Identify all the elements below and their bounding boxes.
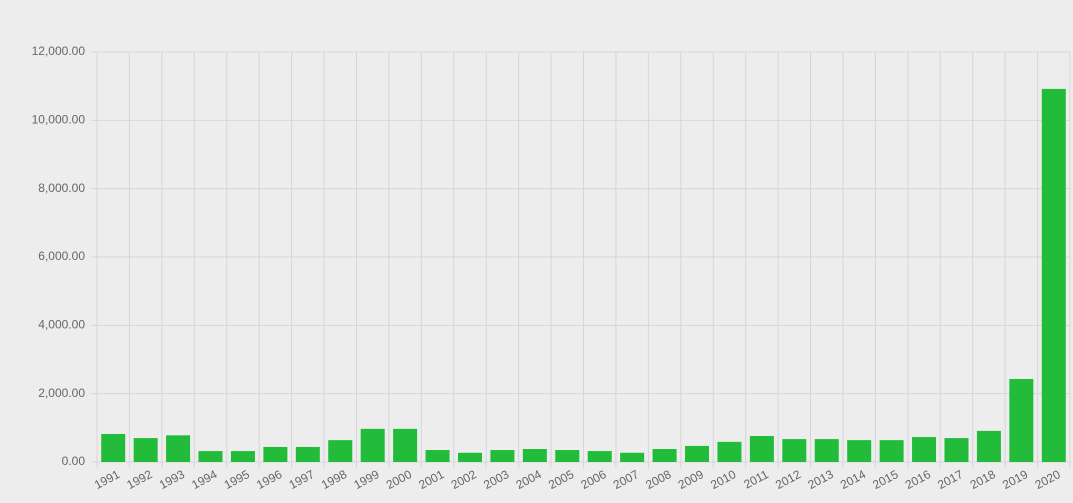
y-tick-label: 10,000.00 [32,113,86,127]
bar [198,451,223,462]
bar [879,440,904,462]
bar [328,440,353,462]
bar [814,439,839,462]
bar [393,428,418,462]
bar [522,449,547,462]
y-tick-label: 8,000.00 [38,181,85,195]
y-tick-label: 2,000.00 [38,386,85,400]
y-tick-label: 0.00 [62,454,86,468]
bar [295,446,320,462]
bar [976,430,1001,462]
bar [587,451,612,462]
bar [717,441,742,462]
bar [425,450,450,462]
bar [912,437,937,462]
bar [749,436,774,462]
bar [620,452,645,462]
bar [1041,88,1066,463]
bar [944,438,969,462]
bar [685,445,710,462]
bar [360,428,385,462]
bar [133,438,158,462]
bar [230,451,255,462]
y-tick-label: 4,000.00 [38,318,85,332]
bar [1009,378,1034,462]
bar [490,450,515,462]
bar [457,452,482,462]
y-tick-label: 6,000.00 [38,249,85,263]
bar [652,449,677,462]
bar [101,433,126,462]
y-tick-label: 12,000.00 [32,44,86,58]
bar [782,439,807,462]
bar [166,435,191,462]
bar [555,450,580,462]
bar [847,440,872,462]
bar [263,446,288,462]
